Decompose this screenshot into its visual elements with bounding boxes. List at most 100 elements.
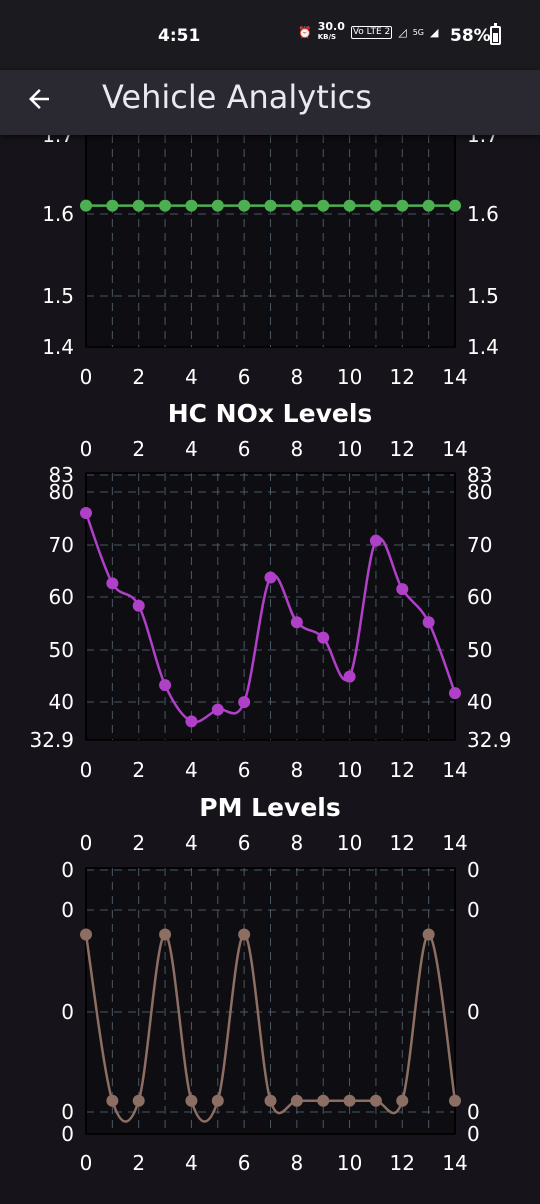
x-tick-label-top: 4 — [185, 831, 198, 855]
x-tick-label: 2 — [132, 758, 145, 782]
x-tick-label: 12 — [390, 1151, 415, 1175]
x-tick-label: 0 — [80, 758, 93, 782]
data-point[interactable] — [290, 1094, 303, 1107]
y-tick-label-right: 0 — [467, 1000, 480, 1024]
x-tick-label: 14 — [442, 365, 467, 389]
data-point[interactable] — [396, 199, 409, 212]
y-tick-label-right: 1.5 — [467, 284, 499, 308]
data-point[interactable] — [80, 506, 92, 519]
x-tick-label-top: 14 — [442, 437, 467, 461]
x-tick-label: 14 — [442, 758, 467, 782]
data-point[interactable] — [132, 599, 145, 612]
data-point[interactable] — [211, 1094, 224, 1107]
data-point[interactable] — [343, 199, 356, 212]
data-point[interactable] — [369, 199, 382, 212]
x-tick-label-top: 8 — [290, 437, 303, 461]
data-point[interactable] — [369, 534, 382, 547]
battery-icon — [490, 23, 501, 45]
signal-icon: ◿ — [398, 25, 407, 39]
y-tick-label-left: 0 — [61, 1122, 74, 1146]
x-tick-label-top: 2 — [132, 437, 145, 461]
signal-icon-2: ◢ — [429, 25, 439, 39]
data-point[interactable] — [80, 199, 92, 212]
x-tick-label-top: 12 — [390, 437, 415, 461]
chart-title: HC NOx Levels — [168, 399, 373, 428]
data-point[interactable] — [238, 696, 251, 709]
data-point[interactable] — [211, 703, 224, 716]
y-tick-label-right: 1.4 — [467, 335, 499, 359]
x-tick-label: 14 — [442, 1151, 467, 1175]
data-point[interactable] — [317, 199, 330, 212]
data-point[interactable] — [369, 1094, 382, 1107]
y-tick-label-right: 0 — [467, 1100, 480, 1124]
y-tick-label-right: 80 — [467, 480, 492, 504]
x-tick-label-top: 2 — [132, 831, 145, 855]
volte-icon: Vo LTE 2 — [350, 25, 393, 39]
arrow-left-icon[interactable] — [24, 78, 64, 118]
data-point[interactable] — [132, 1094, 145, 1107]
data-point[interactable] — [106, 1094, 119, 1107]
network-type-icon: 5G — [412, 27, 424, 37]
data-point[interactable] — [159, 679, 172, 692]
data-point[interactable] — [317, 631, 330, 644]
data-point[interactable] — [185, 715, 198, 728]
data-point[interactable] — [185, 199, 198, 212]
data-point[interactable] — [343, 1094, 356, 1107]
chart-3: 0 2 4 6 8 10 12 140 2 4 6 8 10 12 140 00 00 00 00 0PM Level… — [61, 793, 479, 1175]
data-point[interactable] — [132, 199, 145, 212]
data-point[interactable] — [343, 670, 356, 683]
x-tick-label: 8 — [290, 758, 303, 782]
y-tick-label-left: 0 — [61, 898, 74, 922]
y-tick-label-right: 50 — [467, 638, 492, 662]
x-tick-label: 10 — [337, 1151, 362, 1175]
battery-percentage: 58% — [450, 26, 491, 46]
data-point[interactable] — [238, 928, 251, 941]
x-tick-label: 0 — [80, 1151, 93, 1175]
data-point[interactable] — [449, 199, 461, 212]
data-point[interactable] — [80, 928, 92, 941]
app-bar: Vehicle Analytics — [0, 70, 540, 135]
y-tick-label-left: 70 — [49, 533, 74, 557]
x-tick-label: 8 — [290, 365, 303, 389]
y-tick-label-left: 0 — [61, 1000, 74, 1024]
data-point[interactable] — [422, 616, 435, 629]
x-tick-label-top: 8 — [290, 831, 303, 855]
x-tick-label: 12 — [390, 365, 415, 389]
y-tick-label-left: 80 — [49, 480, 74, 504]
data-point[interactable] — [396, 583, 409, 596]
chart-title: PM Levels — [199, 793, 341, 822]
data-point[interactable] — [264, 571, 277, 584]
y-tick-label-right: 0 — [467, 1122, 480, 1146]
data-point[interactable] — [422, 199, 435, 212]
data-point[interactable] — [185, 1094, 198, 1107]
data-point[interactable] — [317, 1094, 330, 1107]
data-point[interactable] — [211, 199, 224, 212]
y-tick-label-left: 1.6 — [42, 202, 74, 226]
data-point[interactable] — [159, 199, 172, 212]
status-icons: ⏰ 30.0 KB/S Vo LTE 2 ◿ 5G ◢ — [298, 21, 439, 42]
x-tick-label-top: 14 — [442, 831, 467, 855]
data-point[interactable] — [159, 928, 172, 941]
x-tick-label: 6 — [238, 365, 251, 389]
data-point[interactable] — [449, 687, 461, 700]
y-tick-label-left: 60 — [49, 585, 74, 609]
data-point[interactable] — [422, 928, 435, 941]
page-title: Vehicle Analytics — [102, 78, 372, 116]
data-point[interactable] — [238, 199, 251, 212]
x-tick-label: 12 — [390, 758, 415, 782]
data-point[interactable] — [449, 1094, 461, 1107]
x-tick-label: 4 — [185, 758, 198, 782]
data-point[interactable] — [290, 199, 303, 212]
x-tick-label: 4 — [185, 365, 198, 389]
data-point[interactable] — [106, 199, 119, 212]
x-tick-label: 6 — [238, 1151, 251, 1175]
data-point[interactable] — [106, 577, 119, 590]
data-point[interactable] — [264, 1094, 277, 1107]
data-point[interactable] — [264, 199, 277, 212]
data-point[interactable] — [396, 1094, 409, 1107]
y-tick-label-right: 83 — [467, 463, 492, 487]
x-tick-label: 0 — [80, 365, 93, 389]
data-point[interactable] — [290, 616, 303, 629]
